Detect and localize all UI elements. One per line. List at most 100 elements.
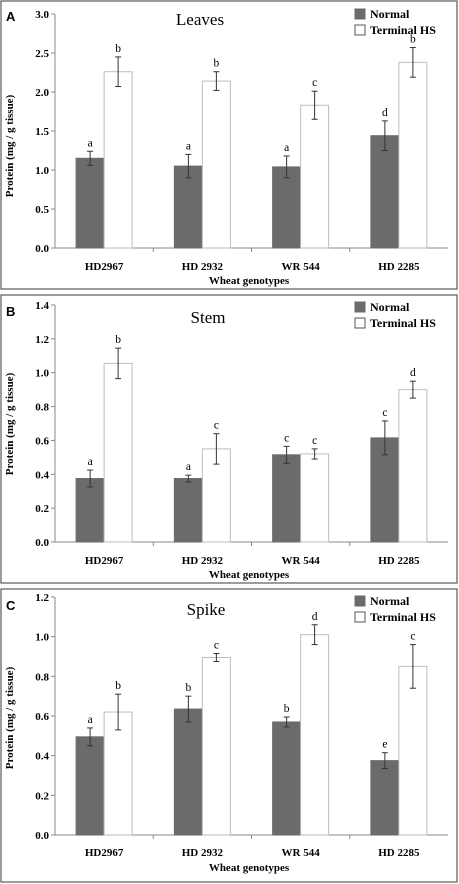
chart-title: Stem xyxy=(191,308,226,327)
legend-label-terminal-hs: Terminal HS xyxy=(370,23,436,37)
bar-normal xyxy=(75,736,105,836)
y-tick-label: 0.6 xyxy=(35,435,49,447)
bar-terminal-hs xyxy=(103,711,133,836)
significance-label: b xyxy=(284,703,290,715)
significance-label: a xyxy=(186,140,191,152)
significance-label: b xyxy=(115,43,121,55)
x-category-label: HD 2285 xyxy=(378,847,420,859)
y-tick-label: 0.5 xyxy=(35,204,49,216)
plot-area: 0.0 0.2 0.4 0.6 0.8 1.0 1.2 HD2967 a b HD 2932 b c WR… xyxy=(35,592,448,859)
significance-label: c xyxy=(214,640,219,652)
x-category-label: HD 2932 xyxy=(182,555,224,567)
x-category-label: HD2967 xyxy=(85,847,124,859)
bar-terminal-hs xyxy=(103,362,133,543)
significance-label: c xyxy=(312,435,317,447)
y-tick-label: 1.0 xyxy=(35,632,49,644)
chart-title: Leaves xyxy=(176,10,224,29)
x-axis-title: Wheat genotypes xyxy=(209,275,290,287)
x-category-label: HD2967 xyxy=(85,555,124,567)
panel-leaves: A Leaves Normal Terminal HS Protein (mg … xyxy=(0,0,458,290)
significance-label: d xyxy=(312,611,318,623)
significance-label: b xyxy=(410,34,416,46)
bar-terminal-hs xyxy=(398,665,428,836)
x-category-label: WR 544 xyxy=(282,555,321,567)
y-tick-label: 1.0 xyxy=(35,368,49,380)
significance-label: b xyxy=(214,58,220,70)
x-category-label: HD 2285 xyxy=(378,261,420,273)
plot-area: 0.0 0.5 1.0 1.5 2.0 2.5 3.0 HD2967 a b HD 2932 a b WR… xyxy=(35,9,448,273)
significance-label: a xyxy=(88,456,93,468)
y-tick-label: 0.8 xyxy=(35,402,49,414)
y-tick-label: 1.5 xyxy=(35,126,49,138)
y-tick-label: 2.0 xyxy=(35,87,49,99)
bar-terminal-hs xyxy=(398,61,428,249)
legend-label-normal: Normal xyxy=(370,7,410,21)
significance-label: c xyxy=(214,420,219,432)
legend-swatch-normal xyxy=(354,595,366,607)
bar-normal xyxy=(173,165,203,249)
legend-swatch-normal xyxy=(354,8,366,20)
y-tick-label: 0.6 xyxy=(35,711,49,723)
y-tick-label: 0.2 xyxy=(35,790,49,802)
bar-terminal-hs xyxy=(300,453,330,543)
bar-normal xyxy=(75,157,105,249)
legend: Normal Terminal HS xyxy=(354,300,436,330)
panel-letter: C xyxy=(6,598,16,613)
legend-label-terminal-hs: Terminal HS xyxy=(370,610,436,624)
x-category-label: HD 2932 xyxy=(182,261,224,273)
legend-swatch-terminal-hs xyxy=(354,317,366,329)
bar-terminal-hs xyxy=(103,71,133,249)
significance-label: a xyxy=(186,461,191,473)
y-axis-title: Protein (mg / g tissue) xyxy=(4,94,16,197)
panel-letter: B xyxy=(6,304,15,319)
bar-terminal-hs xyxy=(300,104,330,249)
bar-terminal-hs xyxy=(300,634,330,836)
y-tick-label: 1.0 xyxy=(35,165,49,177)
y-tick-label: 0.0 xyxy=(35,830,49,842)
y-tick-label: 1.4 xyxy=(35,300,49,312)
bar-normal xyxy=(370,135,400,249)
y-tick-label: 0.4 xyxy=(35,469,49,481)
bar-normal xyxy=(272,721,302,836)
bar-terminal-hs xyxy=(201,80,231,249)
legend-swatch-terminal-hs xyxy=(354,611,366,623)
bar-terminal-hs xyxy=(201,656,231,836)
y-tick-label: 3.0 xyxy=(35,9,49,21)
panel-letter: A xyxy=(6,9,16,24)
significance-label: c xyxy=(312,77,317,89)
legend-label-normal: Normal xyxy=(370,300,410,314)
x-category-label: HD 2932 xyxy=(182,847,224,859)
y-tick-label: 0.4 xyxy=(35,751,49,763)
bar-normal xyxy=(173,708,203,836)
bar-terminal-hs xyxy=(398,389,428,543)
panel-spike: C Spike Normal Terminal HS Protein (mg /… xyxy=(0,588,458,883)
x-category-label: HD2967 xyxy=(85,261,124,273)
chart-title: Spike xyxy=(187,600,226,619)
legend: Normal Terminal HS xyxy=(354,594,436,624)
bar-normal xyxy=(75,478,105,543)
bar-normal xyxy=(173,478,203,543)
significance-label: a xyxy=(88,714,93,726)
legend-label-terminal-hs: Terminal HS xyxy=(370,316,436,330)
legend-swatch-terminal-hs xyxy=(354,24,366,36)
significance-label: a xyxy=(284,142,289,154)
significance-label: d xyxy=(382,107,388,119)
bar-normal xyxy=(272,166,302,249)
significance-label: c xyxy=(284,432,289,444)
y-tick-label: 1.2 xyxy=(35,334,49,346)
legend-label-normal: Normal xyxy=(370,594,410,608)
x-category-label: HD 2285 xyxy=(378,555,420,567)
significance-label: c xyxy=(382,407,387,419)
significance-label: b xyxy=(186,682,192,694)
x-axis-title: Wheat genotypes xyxy=(209,569,290,581)
y-tick-label: 1.2 xyxy=(35,592,49,604)
significance-label: a xyxy=(88,137,93,149)
y-axis-title: Protein (mg / g tissue) xyxy=(4,372,16,475)
x-category-label: WR 544 xyxy=(282,261,321,273)
y-tick-label: 0.8 xyxy=(35,671,49,683)
panel-stem: B Stem Normal Terminal HS Protein (mg / … xyxy=(0,294,458,584)
y-axis-title: Protein (mg / g tissue) xyxy=(4,666,16,769)
bar-normal xyxy=(272,454,302,543)
x-axis-title: Wheat genotypes xyxy=(209,862,290,874)
